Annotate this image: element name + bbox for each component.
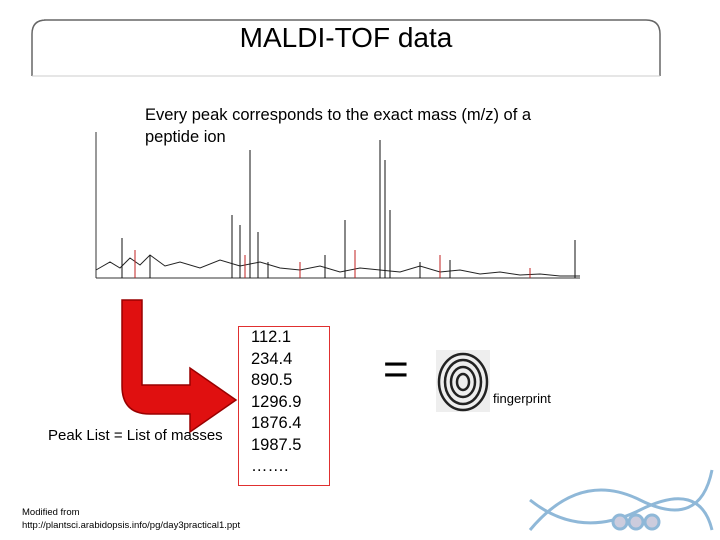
mass-value: 234.4: [251, 349, 293, 368]
fingerprint-icon: [436, 350, 490, 412]
description: Every peak corresponds to the exact mass…: [145, 106, 532, 146]
mass-value: 1296.9: [251, 392, 302, 411]
footer-line: Modified from: [22, 507, 80, 518]
mass-value: …….: [251, 457, 289, 475]
mass-value: 890.5: [251, 371, 293, 389]
footer: Modified from http://plantsci.arabidopsi…: [22, 506, 240, 532]
dna-logo: [528, 469, 714, 531]
footer-line: http://plantsci.arabidopsis.info/pg/day3…: [22, 520, 241, 531]
spectrum-image: [88, 128, 582, 288]
mass-value: 1987.5: [251, 435, 302, 454]
peak-list-label: Peak List = List of masses: [48, 427, 223, 444]
mass-list: 112.1 234.4 890.5 1296.9 1876.4 1987.5 …….: [238, 326, 330, 486]
mass-value: 1876.4: [251, 414, 302, 432]
equals-sign: =: [383, 345, 409, 394]
red-arrow: [121, 299, 238, 434]
slide-title: MALDI-TOF data: [239, 22, 453, 53]
title-frame: [31, 19, 661, 76]
fingerprint-label: fingerprint: [493, 391, 551, 406]
mass-value: 112.1: [251, 328, 292, 346]
